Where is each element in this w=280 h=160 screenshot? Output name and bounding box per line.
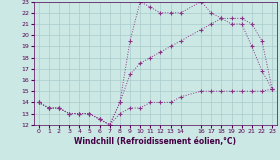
X-axis label: Windchill (Refroidissement éolien,°C): Windchill (Refroidissement éolien,°C) [74,137,236,146]
